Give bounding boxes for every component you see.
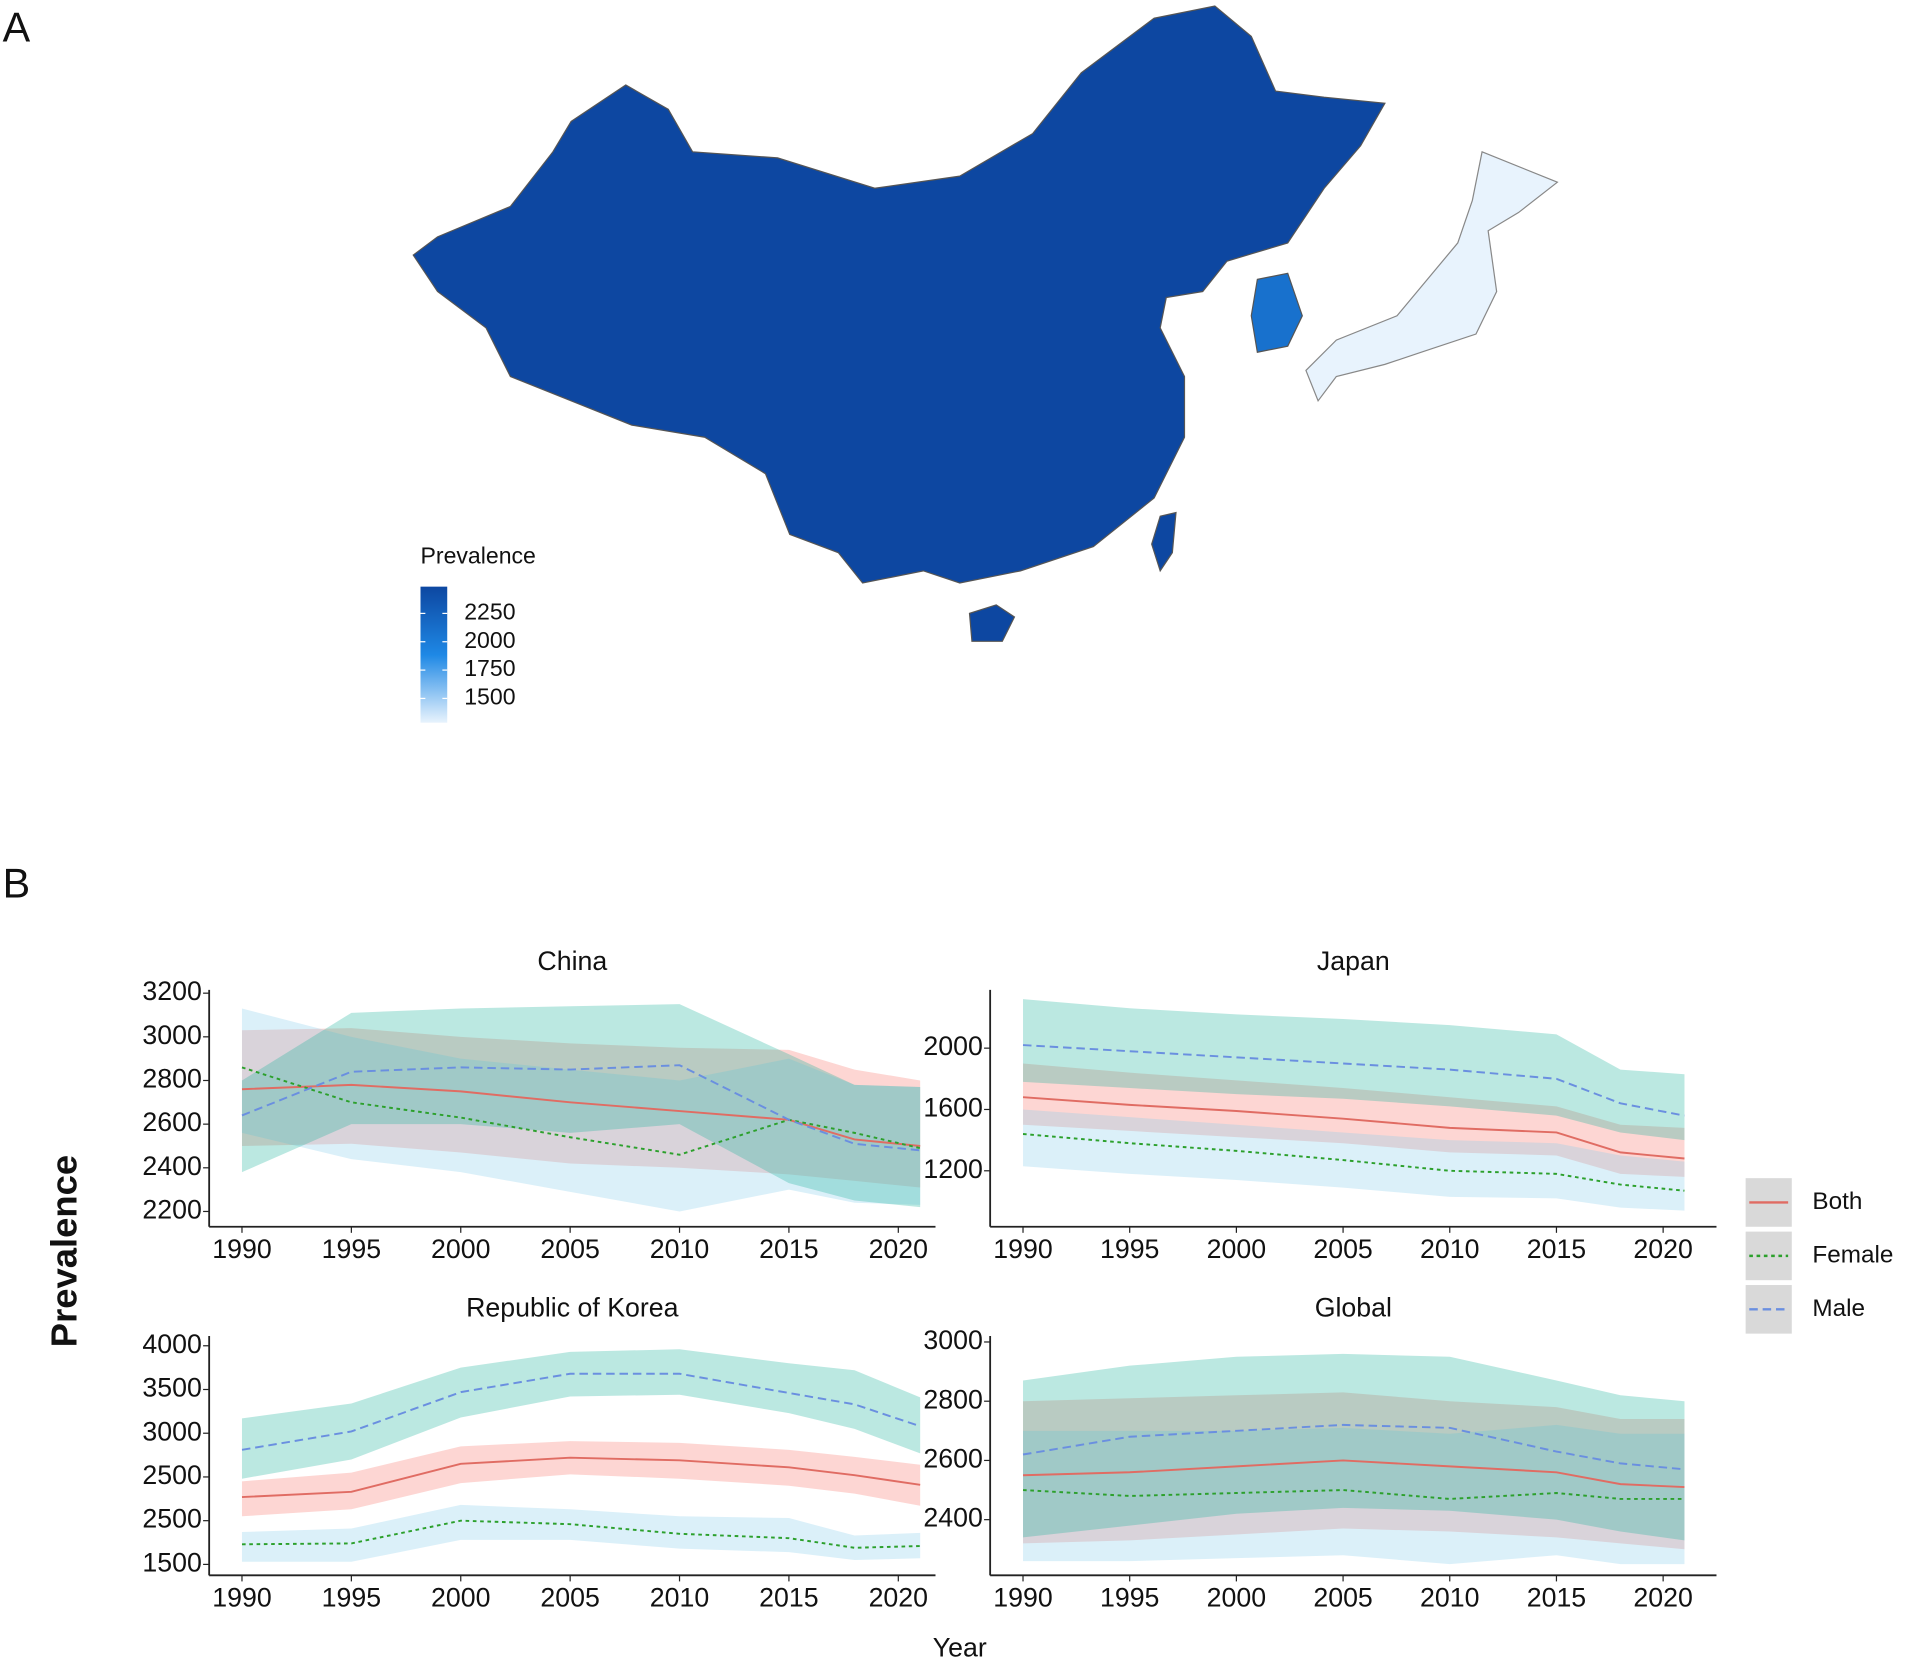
x-tick-label: 1990 [993, 1234, 1052, 1264]
legend-label: Both [1812, 1188, 1862, 1215]
y-tick-label: 2500 [142, 1460, 201, 1490]
x-tick-label: 2015 [759, 1583, 818, 1613]
confidence-band [1023, 1424, 1685, 1565]
x-tick-label: 2020 [1633, 1234, 1692, 1264]
y-tick-label: 2600 [923, 1443, 982, 1473]
y-tick-label: 2200 [142, 1195, 201, 1225]
confidence-band [1023, 1392, 1685, 1550]
x-tick-label: 2005 [540, 1234, 599, 1264]
x-tick-label: 1995 [1100, 1234, 1159, 1264]
series-line [241, 1064, 921, 1152]
y-tick-label: 2400 [923, 1503, 982, 1533]
x-tick-label: 2005 [1313, 1583, 1372, 1613]
confidence-band [241, 1504, 921, 1562]
confidence-band [241, 1441, 921, 1517]
x-axis-label: Year [933, 1632, 987, 1662]
series-line [1022, 1489, 1685, 1500]
colorbar-label: 1750 [464, 655, 515, 681]
y-tick-label: 2400 [142, 1151, 201, 1181]
series-line [1022, 1044, 1685, 1117]
legend-key [1745, 1231, 1792, 1281]
x-tick-label: 2000 [1207, 1583, 1266, 1613]
y-tick-label: 2800 [923, 1384, 982, 1414]
panel-title: Republic of Korea [466, 1292, 679, 1322]
y-axis-label: Prevalence [44, 1155, 85, 1347]
x-tick-label: 2015 [1527, 1234, 1586, 1264]
y-tick-label: 2500 [142, 1504, 201, 1534]
colorbar-label: 2000 [464, 627, 515, 653]
confidence-band [241, 1349, 921, 1479]
legend-title: Prevalence [421, 543, 536, 569]
confidence-band [241, 1008, 921, 1212]
y-tick-label: 3200 [142, 976, 201, 1006]
colorbar-label: 1500 [464, 684, 515, 710]
x-tick-label: 2015 [1527, 1583, 1586, 1613]
panel-title: Global [1315, 1292, 1392, 1322]
confidence-band [241, 1028, 921, 1188]
x-tick-label: 1995 [322, 1583, 381, 1613]
region [1250, 272, 1303, 353]
y-tick-label: 3500 [142, 1373, 201, 1403]
colorbar-label: 2250 [464, 598, 515, 624]
series-line [1022, 1423, 1685, 1471]
y-tick-label: 1200 [923, 1154, 982, 1184]
legend-label: Female [1812, 1241, 1893, 1268]
series-line [241, 1066, 921, 1156]
series-line [241, 1456, 921, 1499]
legend-label: Male [1812, 1295, 1865, 1322]
x-tick-label: 1990 [212, 1583, 271, 1613]
x-tick-label: 2005 [540, 1583, 599, 1613]
y-tick-label: 3000 [923, 1325, 982, 1355]
y-tick-label: 2000 [923, 1031, 982, 1061]
x-tick-label: 2010 [650, 1234, 709, 1264]
series-line [1022, 1459, 1685, 1489]
panel-label: B [3, 861, 31, 907]
series-line [1022, 1096, 1685, 1160]
y-tick-label: 2800 [142, 1064, 201, 1094]
x-tick-label: 2010 [1420, 1234, 1479, 1264]
x-tick-label: 2015 [759, 1234, 818, 1264]
y-tick-label: 1600 [923, 1093, 982, 1123]
y-tick-label: 2600 [142, 1107, 201, 1137]
x-tick-label: 2020 [1633, 1583, 1692, 1613]
region [1305, 150, 1559, 403]
y-tick-label: 4000 [142, 1329, 201, 1359]
series-line [241, 1372, 921, 1451]
confidence-band [241, 1004, 921, 1208]
series-line [241, 1083, 921, 1147]
series-line [241, 1519, 921, 1549]
x-tick-label: 1995 [322, 1234, 381, 1264]
x-tick-label: 2020 [869, 1234, 928, 1264]
series-line [1022, 1133, 1685, 1192]
x-tick-label: 2000 [431, 1583, 490, 1613]
region [412, 5, 1386, 642]
panel-title: China [537, 946, 607, 976]
panel-title: Japan [1317, 946, 1390, 976]
x-tick-label: 1990 [993, 1583, 1052, 1613]
x-tick-label: 2000 [1207, 1234, 1266, 1264]
y-tick-label: 1500 [142, 1547, 201, 1577]
panel-label: A [3, 4, 31, 50]
confidence-band [1023, 999, 1685, 1141]
x-tick-label: 2010 [1420, 1583, 1479, 1613]
confidence-band [1023, 1353, 1685, 1541]
confidence-band [1023, 1109, 1685, 1211]
x-tick-label: 1995 [1100, 1583, 1159, 1613]
x-tick-label: 2020 [869, 1583, 928, 1613]
colorbar [420, 586, 448, 723]
x-tick-label: 2005 [1313, 1234, 1372, 1264]
y-tick-label: 3000 [142, 1416, 201, 1446]
x-tick-label: 2010 [650, 1583, 709, 1613]
x-tick-label: 1990 [212, 1234, 271, 1264]
x-tick-label: 2000 [431, 1234, 490, 1264]
y-tick-label: 3000 [142, 1020, 201, 1050]
